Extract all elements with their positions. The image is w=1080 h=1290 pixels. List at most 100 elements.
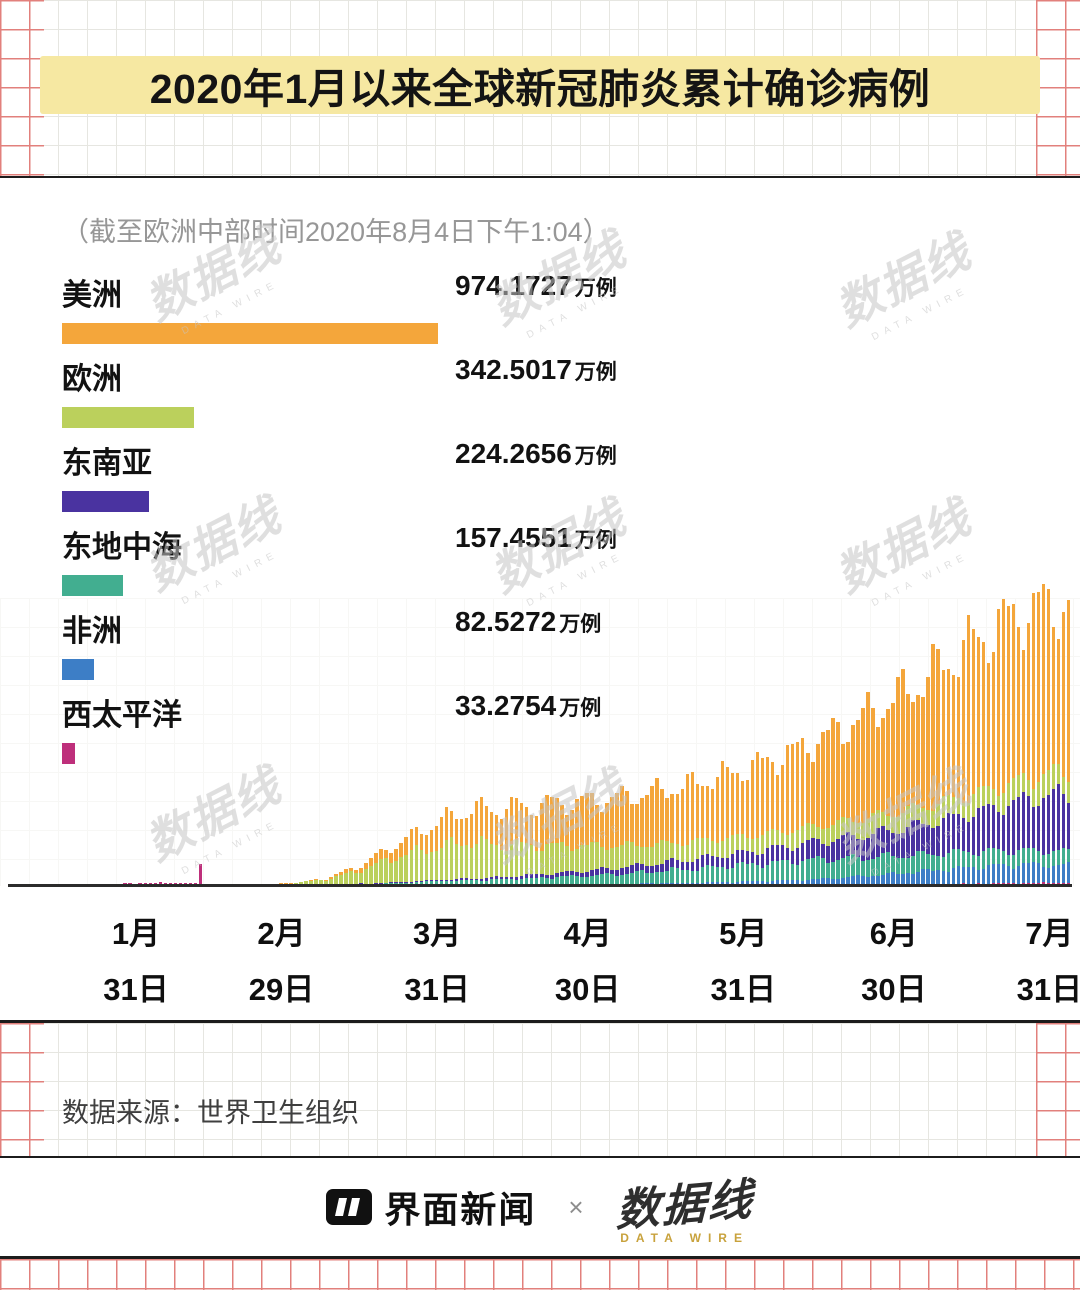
bottom-grid-strip xyxy=(0,1256,1080,1290)
legend-label: 东地中海 xyxy=(62,531,182,564)
legend-item-4: 东地中海 157.4551 万例 xyxy=(62,522,617,606)
legend-label: 非洲 xyxy=(62,615,122,648)
stacked-bar xyxy=(615,793,619,886)
stacked-bar xyxy=(891,702,895,886)
stacked-bar xyxy=(780,764,785,886)
legend-value: 82.5272 万例 xyxy=(455,606,602,637)
stacked-bar xyxy=(529,815,534,886)
stacked-bar xyxy=(1041,584,1046,886)
stacked-bar xyxy=(876,727,880,886)
stacked-bar xyxy=(1056,638,1061,886)
stacked-bar xyxy=(851,725,855,886)
stacked-bar xyxy=(831,718,835,886)
stacked-bar xyxy=(755,752,760,886)
jiemian-logo-icon xyxy=(326,1189,373,1225)
stacked-bar xyxy=(816,744,820,886)
x-tick-label: 4月 30日 xyxy=(554,916,621,1007)
stacked-bar xyxy=(996,609,1001,886)
stacked-bar xyxy=(826,729,830,886)
stacked-bar xyxy=(881,717,885,886)
legend-label: 欧洲 xyxy=(62,363,122,396)
stacked-bar xyxy=(379,849,383,886)
stacked-bar xyxy=(911,701,915,886)
legend-color-bar xyxy=(62,659,94,680)
datawire-logo-text: 数据线 xyxy=(615,1174,754,1237)
stacked-bar xyxy=(941,669,945,886)
red-grid-right xyxy=(1036,0,1080,176)
stacked-bar xyxy=(861,707,865,886)
stacked-bar xyxy=(976,636,981,886)
jiemian-logo: 界面新闻 xyxy=(326,1181,536,1233)
stacked-bar xyxy=(695,784,700,886)
stacked-bar xyxy=(931,644,935,886)
stacked-bar xyxy=(665,797,669,886)
stacked-bar xyxy=(856,719,860,886)
red-grid-left xyxy=(0,0,44,176)
stacked-bar xyxy=(981,641,986,886)
stacked-bar xyxy=(971,628,976,886)
stacked-bar xyxy=(409,829,413,886)
stacked-bar xyxy=(991,651,996,886)
stacked-bar xyxy=(951,675,956,886)
stacked-bar xyxy=(705,786,710,886)
legend-color-bar xyxy=(62,575,123,596)
stacked-bar xyxy=(514,798,519,886)
stacked-bar xyxy=(800,738,805,886)
stacked-bar xyxy=(836,721,840,886)
x-tick-label: 3月 31日 xyxy=(404,916,470,1007)
stacked-bar xyxy=(374,853,378,886)
x-axis-line xyxy=(8,884,1072,887)
legend-color-bar xyxy=(62,743,75,764)
stacked-bar xyxy=(434,825,439,886)
stacked-bar xyxy=(439,816,444,886)
legend-label: 东南亚 xyxy=(62,447,152,480)
stacked-bar xyxy=(1021,649,1026,886)
stacked-bar xyxy=(429,830,434,886)
legend-value: 224.2656 万例 xyxy=(455,438,617,469)
stacked-bar xyxy=(700,785,705,886)
stacked-bar xyxy=(811,761,815,886)
x-tick-label: 5月 31日 xyxy=(710,916,776,1007)
stacked-bar xyxy=(474,801,479,886)
stacked-bar xyxy=(720,761,725,886)
stacked-bar xyxy=(625,790,629,886)
stacked-bar xyxy=(906,693,910,886)
stacked-bar xyxy=(936,649,940,886)
stacked-bar xyxy=(389,853,393,886)
stacked-bar xyxy=(580,795,584,886)
stacked-bar xyxy=(509,797,514,886)
stacked-bar xyxy=(585,792,589,886)
stacked-bar xyxy=(765,756,770,886)
stacked-bar xyxy=(198,864,203,886)
datawire-watermark: 数据线 DATA WIRE xyxy=(827,224,980,344)
stacked-bar xyxy=(424,835,429,886)
footer: 界面新闻 × 数据线 DATA WIRE xyxy=(0,1158,1080,1256)
stacked-bar xyxy=(534,815,539,886)
legend-item-3: 东南亚 224.2656 万例 xyxy=(62,438,617,522)
stacked-bar xyxy=(555,797,559,886)
stacked-bar xyxy=(1051,626,1056,886)
stacked-bar xyxy=(730,773,735,886)
stacked-bar xyxy=(605,803,609,886)
stacked-bar xyxy=(640,797,644,886)
legend-item-6: 西太平洋 33.2754 万例 xyxy=(62,690,601,774)
stacked-bar xyxy=(504,809,509,886)
stacked-bar xyxy=(595,805,599,886)
x-tick-label: 2月 29日 xyxy=(248,916,315,1007)
x-tick-label: 7月 31日 xyxy=(1016,916,1080,1007)
stacked-bar xyxy=(846,742,850,886)
datawire-logo: 数据线 DATA WIRE xyxy=(615,1169,753,1245)
stacked-bar xyxy=(384,850,388,886)
stacked-bar xyxy=(670,794,674,886)
stacked-bar xyxy=(785,744,790,886)
stacked-bar xyxy=(775,774,780,886)
stacked-bar xyxy=(896,677,900,886)
stacked-bar xyxy=(871,708,875,886)
stacked-bar xyxy=(484,806,489,886)
stacked-bar xyxy=(690,772,695,886)
stacked-bar xyxy=(620,785,624,886)
stacked-bar xyxy=(770,761,775,886)
stacked-bar xyxy=(590,793,594,886)
stacked-bar xyxy=(519,803,524,886)
